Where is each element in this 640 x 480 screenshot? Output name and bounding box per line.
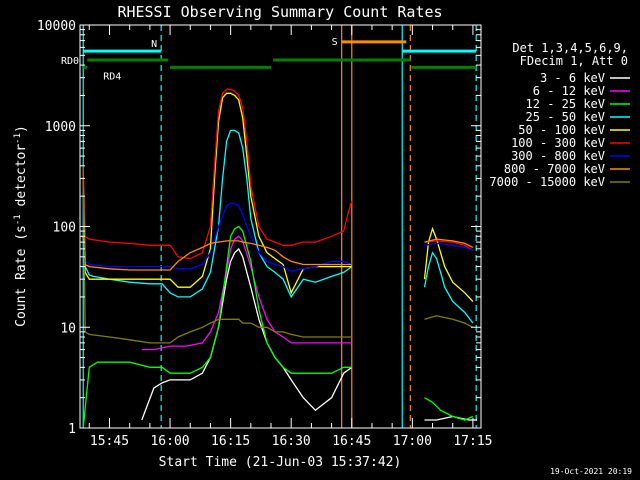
x-tick-label: 16:15 [211,434,250,449]
series-line [423,251,474,324]
plot-area: N S RD0 RD4 1 10 100 1000 10000 15:45 16:00 16:15… [37,19,493,449]
series-line [423,226,474,302]
y-axis-label-sup1: -1 [13,214,23,225]
series-line [424,240,474,251]
y-axis-label-part1: Count Rate (s [14,225,29,327]
y-tick-label: 1000 [45,120,76,135]
legend-header-line2: FDecim 1, Att 0 [520,54,628,68]
legend-label: 800 - 7000 keV [504,162,605,176]
series-2 [82,225,474,428]
mode-bar-label: RD0 [61,56,79,67]
x-axis: 15:45 16:00 16:15 16:30 16:45 17:00 17:15 [88,25,492,449]
chart-title: RHESSI Observing Summary Count Rates [117,3,442,21]
x-tick-label: 16:45 [332,434,371,449]
y-tick-label: 10000 [37,19,76,34]
legend-label: 100 - 300 keV [511,136,605,150]
series-line [141,247,353,421]
legend-label: 50 - 100 keV [518,123,605,137]
y-axis-label-part3: ) [14,125,29,133]
series-4 [82,92,474,302]
mode-bar-label: RD4 [103,71,121,82]
y-tick-label: 10 [60,321,76,336]
legend-label: 12 - 25 keV [526,97,605,111]
series-1 [141,235,352,351]
series-line [82,92,352,295]
x-tick-label: 17:15 [453,434,492,449]
x-tick-label: 16:00 [150,434,189,449]
series-line [82,129,353,299]
series-line [82,225,352,428]
timestamp: 19-Oct-2021 20:19 [550,467,632,476]
series-line [141,235,352,351]
legend-label: 6 - 12 keV [533,84,605,98]
mode-bar-label: N [151,39,157,50]
series-line [82,88,353,260]
y-axis: 1 10 100 1000 10000 [37,19,481,437]
x-tick-label: 17:00 [393,434,432,449]
series-line [82,165,352,344]
series-3 [82,129,474,324]
legend-label: 300 - 800 keV [511,149,605,163]
x-tick-label: 16:30 [272,434,311,449]
series-line [82,178,353,272]
series-8 [82,165,474,344]
series-lines [82,88,477,428]
x-axis-label: Start Time (21-Jun-03 15:37:42) [159,455,402,470]
y-axis-label: Count Rate (s-1 detector-1) [13,125,29,327]
y-axis-label-part2: detector [14,144,29,215]
legend: Det 1,3,4,5,6,9, FDecim 1, Att 0 3 - 6 k… [489,41,630,189]
mode-bar-label: S [332,37,338,48]
series-line [82,178,352,271]
series-line [424,315,474,328]
series-5 [82,88,474,260]
y-axis-label-sup2: -1 [13,133,23,144]
y-tick-label: 1 [68,422,76,437]
legend-label: 25 - 50 keV [526,110,605,124]
mode-bars: N S RD0 RD4 [61,37,477,82]
series-7 [82,178,474,271]
legend-label: 3 - 6 keV [540,71,605,85]
series-6 [82,178,474,272]
x-tick-label: 15:45 [90,434,129,449]
series-line [424,397,474,421]
legend-label: 7000 - 15000 keV [489,175,605,189]
y-tick-label: 100 [53,221,76,236]
series-line [424,242,474,251]
legend-header-line1: Det 1,3,4,5,6,9, [512,41,628,55]
series-line [424,238,474,248]
